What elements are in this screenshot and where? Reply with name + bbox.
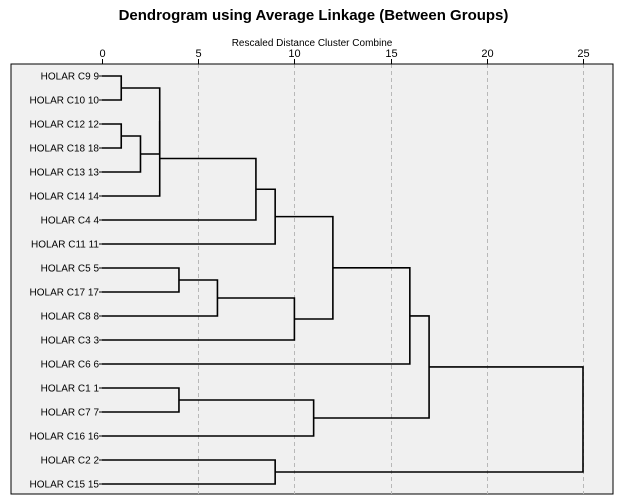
leaf-label: HOLAR C16 16 xyxy=(30,432,100,443)
leaf-label: HOLAR C13 13 xyxy=(30,168,100,179)
x-tick-label: 15 xyxy=(385,48,397,60)
leaf-name: HOLAR C13 xyxy=(30,168,86,179)
leaf-label: HOLAR C12 12 xyxy=(30,120,100,131)
dendrogram-links xyxy=(102,75,584,485)
leaf-label: HOLAR C6 6 xyxy=(41,360,100,371)
x-tick-label: 25 xyxy=(577,48,589,60)
leaf-label: HOLAR C7 7 xyxy=(41,408,100,419)
leaf-label: HOLAR C3 3 xyxy=(41,336,100,347)
leaf-label: HOLAR C15 15 xyxy=(30,480,100,491)
leaf-label: HOLAR C4 4 xyxy=(41,216,100,227)
leaf-label: HOLAR C9 9 xyxy=(41,72,100,83)
leaf-name: HOLAR C17 xyxy=(30,288,86,299)
leaf-label: HOLAR C17 17 xyxy=(30,288,100,299)
leaf-name: HOLAR C7 xyxy=(41,408,91,419)
x-axis-ticks: 0 5 10 15 20 25 xyxy=(99,48,590,64)
x-tick-label: 10 xyxy=(288,48,300,60)
leaf-name: HOLAR C5 xyxy=(41,264,91,275)
plot-area xyxy=(10,63,614,495)
leaf-name: HOLAR C3 xyxy=(41,336,91,347)
leaf-number: 12 xyxy=(88,120,100,131)
leaf-number: 13 xyxy=(88,168,100,179)
leaf-label: HOLAR C1 1 xyxy=(41,384,100,395)
leaf-number: 2 xyxy=(93,456,99,467)
leaf-number: 7 xyxy=(93,408,99,419)
leaf-name: HOLAR C18 xyxy=(30,144,86,155)
leaf-name: HOLAR C10 xyxy=(30,96,86,107)
leaf-name: HOLAR C14 xyxy=(30,192,86,203)
leaf-name: HOLAR C15 xyxy=(30,480,86,491)
x-tick-label: 0 xyxy=(99,48,105,60)
leaf-number: 14 xyxy=(88,192,100,203)
leaf-name: HOLAR C9 xyxy=(41,72,91,83)
leaf-name: HOLAR C1 xyxy=(41,384,91,395)
x-tick-label: 20 xyxy=(481,48,493,60)
x-axis-title: Rescaled Distance Cluster Combine xyxy=(232,38,393,49)
leaf-number: 1 xyxy=(93,384,99,395)
leaf-label: HOLAR C18 18 xyxy=(30,144,100,155)
leaf-number: 4 xyxy=(93,216,99,227)
leaf-number: 9 xyxy=(93,72,99,83)
leaf-number: 3 xyxy=(93,336,99,347)
x-tick-label: 5 xyxy=(195,48,201,60)
leaf-name: HOLAR C11 xyxy=(31,240,86,251)
leaf-name: HOLAR C4 xyxy=(41,216,91,227)
cluster-link xyxy=(102,121,161,197)
leaf-label: HOLAR C14 14 xyxy=(30,192,100,203)
leaf-number: 8 xyxy=(93,312,99,323)
cluster-link xyxy=(275,366,584,473)
leaf-label: HOLAR C5 5 xyxy=(41,264,100,275)
leaf-name: HOLAR C16 xyxy=(30,432,86,443)
leaf-name: HOLAR C2 xyxy=(41,456,91,467)
leaf-number: 18 xyxy=(88,144,100,155)
leaf-number: 11 xyxy=(89,240,100,251)
leaf-name: HOLAR C8 xyxy=(41,312,91,323)
leaf-number: 17 xyxy=(88,288,100,299)
leaf-number: 10 xyxy=(88,96,100,107)
chart-title: Dendrogram using Average Linkage (Betwee… xyxy=(118,7,509,24)
leaf-number: 15 xyxy=(88,480,100,491)
leaf-label: HOLAR C2 2 xyxy=(41,456,100,467)
leaf-label: HOLAR C11 11 xyxy=(31,240,99,251)
leaf-name: HOLAR C6 xyxy=(41,360,91,371)
leaf-name: HOLAR C12 xyxy=(30,120,86,131)
leaf-label: HOLAR C10 10 xyxy=(30,96,100,107)
leaf-number: 5 xyxy=(93,264,99,275)
leaf-number: 16 xyxy=(88,432,100,443)
leaf-number: 6 xyxy=(93,360,99,371)
leaf-label: HOLAR C8 8 xyxy=(41,312,100,323)
